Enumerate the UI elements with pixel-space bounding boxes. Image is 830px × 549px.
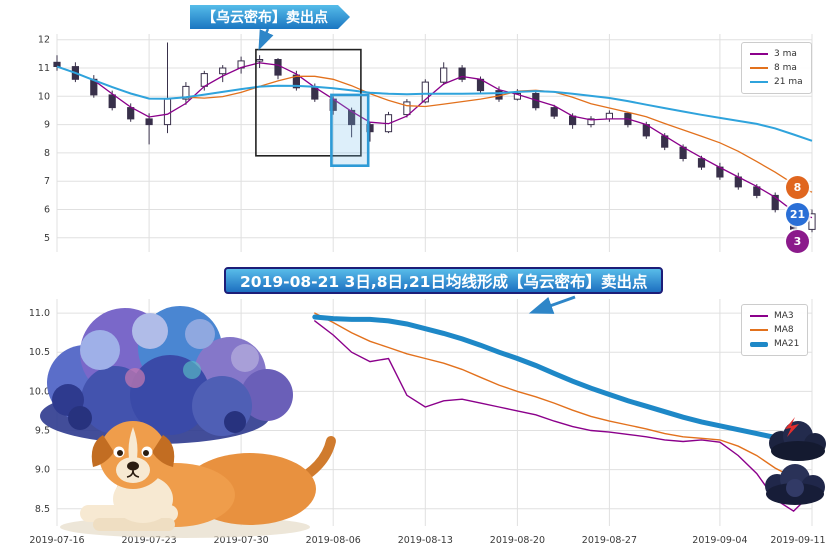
svg-text:8.5: 8.5 xyxy=(35,504,50,515)
svg-text:7: 7 xyxy=(44,176,50,187)
svg-text:2019-08-20: 2019-08-20 xyxy=(490,535,545,546)
legend-label: MA3 xyxy=(774,311,794,321)
svg-text:6: 6 xyxy=(44,205,50,216)
svg-text:2019-09-04: 2019-09-04 xyxy=(692,535,747,546)
svg-text:2019-08-06: 2019-08-06 xyxy=(306,535,361,546)
middle-callout-arrow-icon xyxy=(528,295,576,314)
legend-label: 21 ma xyxy=(774,77,803,87)
svg-text:10.0: 10.0 xyxy=(29,386,50,397)
svg-text:9: 9 xyxy=(44,120,50,131)
svg-text:11.0: 11.0 xyxy=(29,308,50,319)
svg-text:12: 12 xyxy=(38,35,50,46)
legend-item-8ma: 8 ma xyxy=(750,61,803,75)
ma3-line-swatch-icon xyxy=(750,53,768,55)
bottom-chart-legend: MA3 MA8 MA21 xyxy=(741,304,809,356)
legend-item-3ma: 3 ma xyxy=(750,47,803,61)
dark-cloud-cover-callout: 【乌云密布】卖出点 xyxy=(190,5,350,29)
svg-text:2019-07-23: 2019-07-23 xyxy=(121,535,176,546)
svg-text:5: 5 xyxy=(44,233,50,244)
legend-label: MA8 xyxy=(774,325,794,335)
ma3-line-swatch-icon xyxy=(750,315,768,317)
dark-cloud-lightning-icon xyxy=(769,417,826,461)
svg-text:2019-07-16: 2019-07-16 xyxy=(29,535,84,546)
svg-text:10.5: 10.5 xyxy=(29,347,50,358)
top-moving-average-lines xyxy=(56,62,813,219)
sell-point-callout: 2019-08-21 3日,8日,21日均线形成【乌云密布】卖出点 xyxy=(224,267,664,294)
ma8-line-swatch-icon xyxy=(750,329,768,331)
svg-text:9.0: 9.0 xyxy=(35,465,50,476)
svg-text:11: 11 xyxy=(38,63,50,74)
svg-text:2019-08-13: 2019-08-13 xyxy=(398,535,453,546)
legend-item-ma8: MA8 xyxy=(750,323,799,337)
svg-text:2019-09-11: 2019-09-11 xyxy=(770,535,825,546)
legend-item-ma3: MA3 xyxy=(750,309,799,323)
legend-label: 3 ma xyxy=(774,49,797,59)
top-chart-legend: 3 ma 8 ma 21 ma xyxy=(741,42,812,94)
ma21-end-badge: 21 xyxy=(786,203,809,226)
ma8-end-badge: 8 xyxy=(786,176,809,199)
annotation-boxes xyxy=(255,48,370,168)
x-axis-date-labels: 2019-07-16 2019-07-23 2019-07-30 2019-08-06… xyxy=(29,535,825,546)
ma21-line-swatch-icon xyxy=(750,81,768,83)
top-y-axis-labels: 5 6 7 8 9 10 11 12 xyxy=(38,35,50,244)
ma3-end-badge: 3 xyxy=(786,230,809,253)
svg-text:9.5: 9.5 xyxy=(35,426,50,437)
ma8-line-swatch-icon xyxy=(750,67,768,69)
dog-icon xyxy=(60,421,336,538)
ma21-line-swatch-icon xyxy=(750,341,768,347)
svg-text:2019-08-27: 2019-08-27 xyxy=(582,535,637,546)
bottom-ma-lines xyxy=(312,312,815,512)
legend-label: MA21 xyxy=(774,339,800,349)
top-chart-grid xyxy=(56,34,813,252)
bottom-y-axis-labels: 8.5 9.0 9.5 10.0 10.5 11.0 xyxy=(29,308,50,515)
dark-cloud-icon xyxy=(765,464,825,505)
top-callout-arrow-icon xyxy=(258,28,274,51)
svg-text:2019-07-30: 2019-07-30 xyxy=(213,535,268,546)
candlestick-series xyxy=(53,42,816,241)
legend-label: 8 ma xyxy=(774,63,797,73)
svg-text:10: 10 xyxy=(38,91,50,102)
legend-item-21ma: 21 ma xyxy=(750,75,803,89)
svg-text:8: 8 xyxy=(44,148,50,159)
legend-item-ma21: MA21 xyxy=(750,337,799,351)
storm-cloud-icon xyxy=(40,306,293,444)
